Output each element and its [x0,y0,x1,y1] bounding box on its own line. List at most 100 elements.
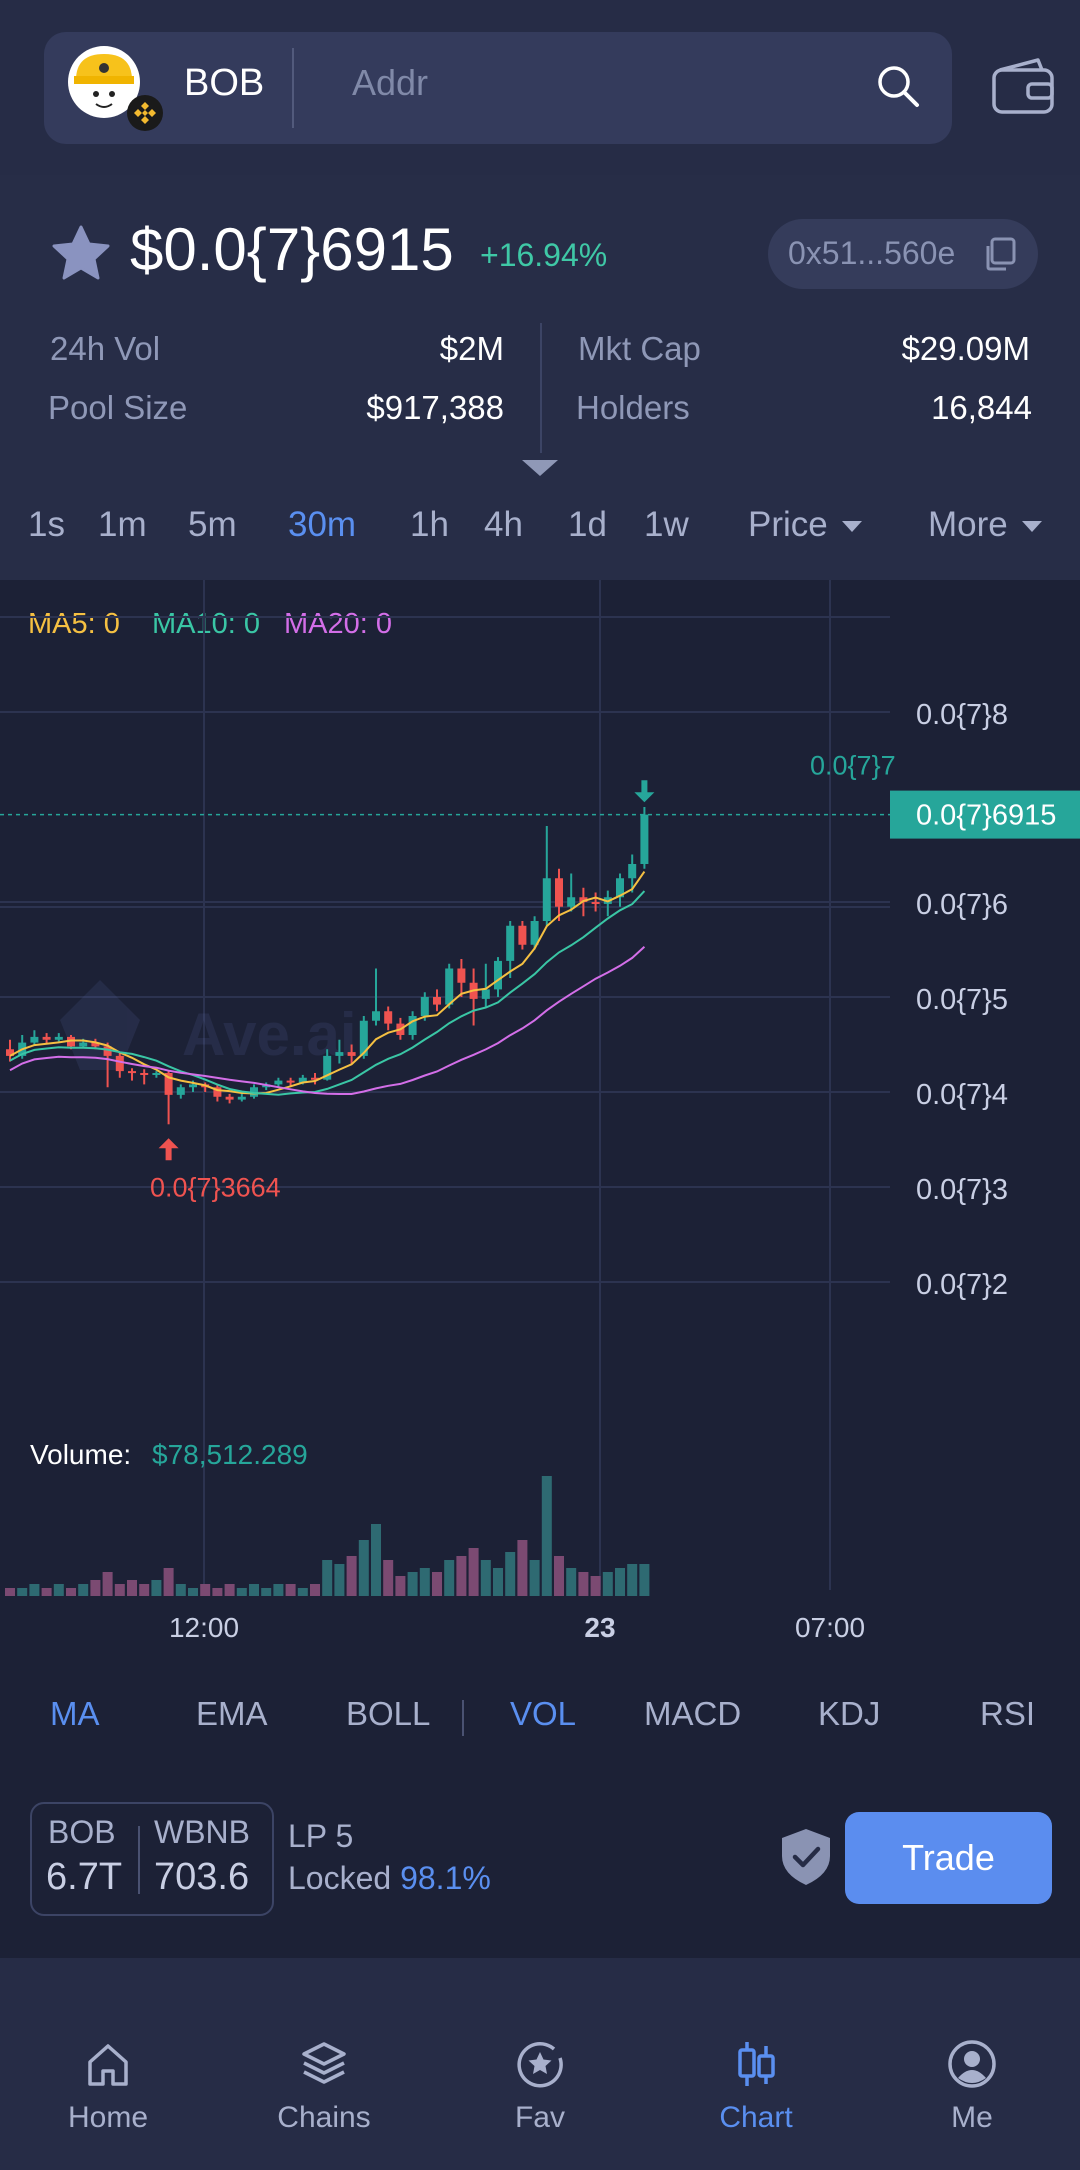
holders-label: Holders [576,389,690,426]
candle-body [530,921,539,945]
nav-chains[interactable]: Chains [224,2038,424,2135]
candle-body [494,960,502,990]
pool-base-symbol: BOB [48,1814,116,1850]
candlestick-chart[interactable]: Ave.ai 0.0{7}8 0.0{7}6 0.0{7}5 0.0{7}4 0.0{7}… [0,580,1080,1650]
candle-body [274,1080,283,1085]
nav-chart-label: Chart [719,2101,793,2134]
low-arrow-icon [158,1138,179,1161]
indicator-boll[interactable]: BOLL [346,1695,431,1732]
candle-body [286,1080,295,1083]
user-icon [948,2040,996,2088]
candle-body [579,897,588,902]
nav-me[interactable]: Me [872,2038,1072,2135]
candle-body [115,1055,124,1072]
candle-body [298,1077,307,1083]
pool-size-label: Pool Size [48,389,188,426]
price-dropdown-label: Price [748,505,828,544]
indicator-divider [462,1700,464,1736]
candle-body [372,1011,380,1021]
volume-bar [310,1584,320,1596]
tf-1h[interactable]: 1h [410,505,449,544]
token-header: $0.0{7}6915 +16.94% 0x51...560e 24h Vol … [0,175,1080,580]
search-divider [292,48,294,128]
mkt-cap-value: $29.09M [901,330,1030,367]
candlestick-icon [738,2042,775,2086]
price-change: +16.94% [480,237,608,273]
volume-bar [261,1588,272,1596]
bnb-chain-icon [127,95,163,131]
price-dropdown[interactable]: Price [748,505,862,545]
indicator-ema[interactable]: EMA [196,1695,268,1732]
wallet-icon[interactable] [990,56,1056,118]
pool-quote-amount: 703.6 [154,1856,250,1898]
candle-body [591,902,600,904]
ma10-line [9,890,646,1096]
tf-1m[interactable]: 1m [98,505,147,544]
candle-body [518,925,527,945]
stats-divider [540,323,542,453]
candle-body [91,1042,100,1047]
holders-value: 16,844 [931,389,1032,426]
ma20-legend: MA20: 0 [284,608,392,640]
divider-strip [0,1958,1080,1998]
x-axis-label: 07:00 [795,1612,865,1643]
trade-button[interactable]: Trade [845,1812,1052,1904]
expand-caret-icon[interactable] [522,460,558,476]
volume-bar [639,1564,650,1596]
pool-base-amount: 6.7T [46,1856,123,1898]
candle-body [152,1073,161,1075]
volume-bar [163,1568,174,1596]
nav-home[interactable]: Home [8,2038,208,2135]
candle-body [176,1087,185,1095]
volume-bar [627,1564,638,1596]
volume-bar [383,1560,394,1596]
indicator-macd[interactable]: MACD [644,1695,742,1732]
volume-bar [590,1576,601,1596]
nav-chains-label: Chains [277,2101,371,2134]
contract-address-pill[interactable]: 0x51...560e [768,219,1038,289]
token-symbol[interactable]: BOB [184,62,265,104]
pool-quote-symbol: WBNB [154,1814,250,1850]
tf-1s[interactable]: 1s [28,505,65,544]
search-icon[interactable] [874,62,924,112]
indicator-rsi[interactable]: RSI [980,1695,1036,1732]
search-input[interactable]: Addr [352,62,429,103]
nav-fav[interactable]: Fav [440,2038,640,2135]
pool-reserves[interactable]: BOB 6.7T WBNB 703.6 [30,1802,274,1916]
copy-icon[interactable] [980,235,1018,273]
shield-check-icon[interactable] [778,1826,834,1888]
volume-bar [371,1524,381,1596]
candle-body [359,1020,368,1056]
volume-bar [224,1584,235,1596]
locked-percent: 98.1% [400,1860,491,1896]
favorite-star-icon[interactable] [50,223,112,283]
tf-30m[interactable]: 30m [288,505,357,544]
more-dropdown-label: More [928,505,1008,544]
chart-area[interactable]: MA5: 0 MA10: 0 MA20: 0 Ave.ai 0.0{7}8 0.0{… [0,580,1080,1650]
ave-watermark: Ave.ai [60,980,357,1070]
indicator-vol[interactable]: VOL [510,1695,577,1732]
lp-label: LP 5 [288,1818,354,1854]
nav-chart[interactable]: Chart [656,2038,856,2135]
indicator-ma[interactable]: MA [50,1695,100,1732]
tf-4h[interactable]: 4h [484,505,523,544]
volume-bar [541,1476,552,1596]
search-bar[interactable]: BOB Addr [44,32,952,144]
volume-bar [334,1564,345,1596]
y-axis-label: 0.0{7}8 [916,699,1008,731]
volume-bar [566,1568,577,1596]
tf-1d[interactable]: 1d [568,505,607,544]
tf-5m[interactable]: 5m [188,505,237,544]
candle-body [347,1052,356,1056]
volume-bar [444,1560,455,1596]
candle-body [128,1071,136,1074]
candle-body [79,1042,88,1047]
volume-bar [29,1584,40,1596]
volume-bar [78,1584,89,1596]
tf-1w[interactable]: 1w [644,505,689,544]
home-icon [88,2044,128,2086]
low-price-label: 0.0{7}3664 [150,1172,281,1202]
indicator-kdj[interactable]: KDJ [818,1695,881,1732]
more-dropdown[interactable]: More [928,505,1042,545]
candle-body [140,1073,149,1075]
